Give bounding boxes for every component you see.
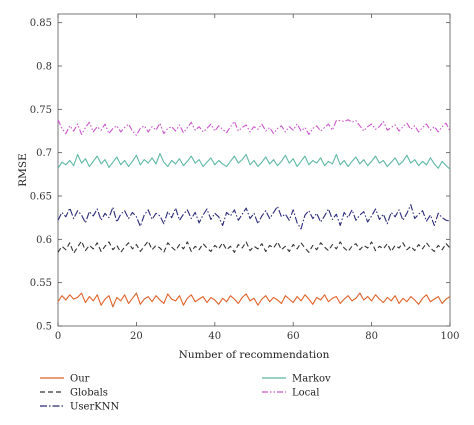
x-tick-label: 100: [440, 331, 459, 342]
plot-area: [57, 13, 451, 327]
y-tick-label: 0.65: [30, 192, 52, 203]
y-tick-label: 0.75: [30, 105, 52, 116]
legend: Our Globals UserKNN Markov Local: [40, 374, 331, 413]
x-tick-label: 0: [55, 331, 61, 342]
x-tick-label: 40: [208, 331, 221, 342]
x-tick-label: 20: [130, 331, 143, 342]
y-axis-ticks: 0.5 0.55 0.6 0.65 0.7 0.75 0.8 0.85: [30, 18, 450, 333]
y-axis-label: RMSE: [17, 153, 29, 187]
series-line-local: [57, 119, 451, 136]
legend-label-local: Local: [292, 388, 319, 399]
y-tick-label: 0.55: [30, 278, 52, 289]
legend-label-globals: Globals: [70, 388, 108, 399]
x-tick-label: 80: [365, 331, 378, 342]
series-line-globals: [57, 240, 451, 254]
series-lines: [57, 119, 451, 308]
series-line-our: [57, 292, 451, 308]
series-line-markov: [57, 152, 451, 170]
series-line-userknn: [57, 204, 451, 230]
legend-label-markov: Markov: [292, 374, 331, 385]
legend-label-our: Our: [70, 374, 90, 385]
y-tick-label: 0.6: [36, 235, 52, 246]
x-tick-label: 60: [287, 331, 300, 342]
y-tick-label: 0.7: [36, 148, 52, 159]
y-tick-label: 0.5: [36, 322, 52, 333]
y-tick-label: 0.85: [30, 18, 52, 29]
y-tick-label: 0.8: [36, 62, 52, 73]
legend-label-userknn: UserKNN: [70, 402, 119, 413]
x-axis-ticks: 0 20 40 60 80 100: [55, 14, 460, 342]
x-axis-label: Number of recommendation: [179, 349, 330, 361]
